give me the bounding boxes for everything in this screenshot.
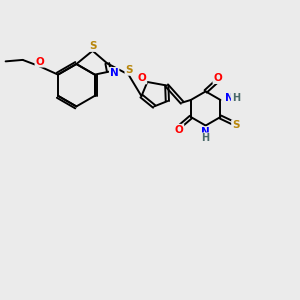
Text: O: O (138, 74, 146, 83)
Text: H: H (202, 133, 210, 143)
Text: S: S (89, 41, 96, 51)
Text: O: O (35, 57, 44, 67)
Text: H: H (232, 93, 240, 103)
Text: S: S (125, 65, 133, 75)
Text: N: N (225, 93, 234, 103)
Text: N: N (201, 127, 210, 137)
Text: S: S (232, 120, 239, 130)
Text: O: O (175, 125, 184, 135)
Text: N: N (110, 68, 118, 78)
Text: O: O (213, 73, 222, 83)
